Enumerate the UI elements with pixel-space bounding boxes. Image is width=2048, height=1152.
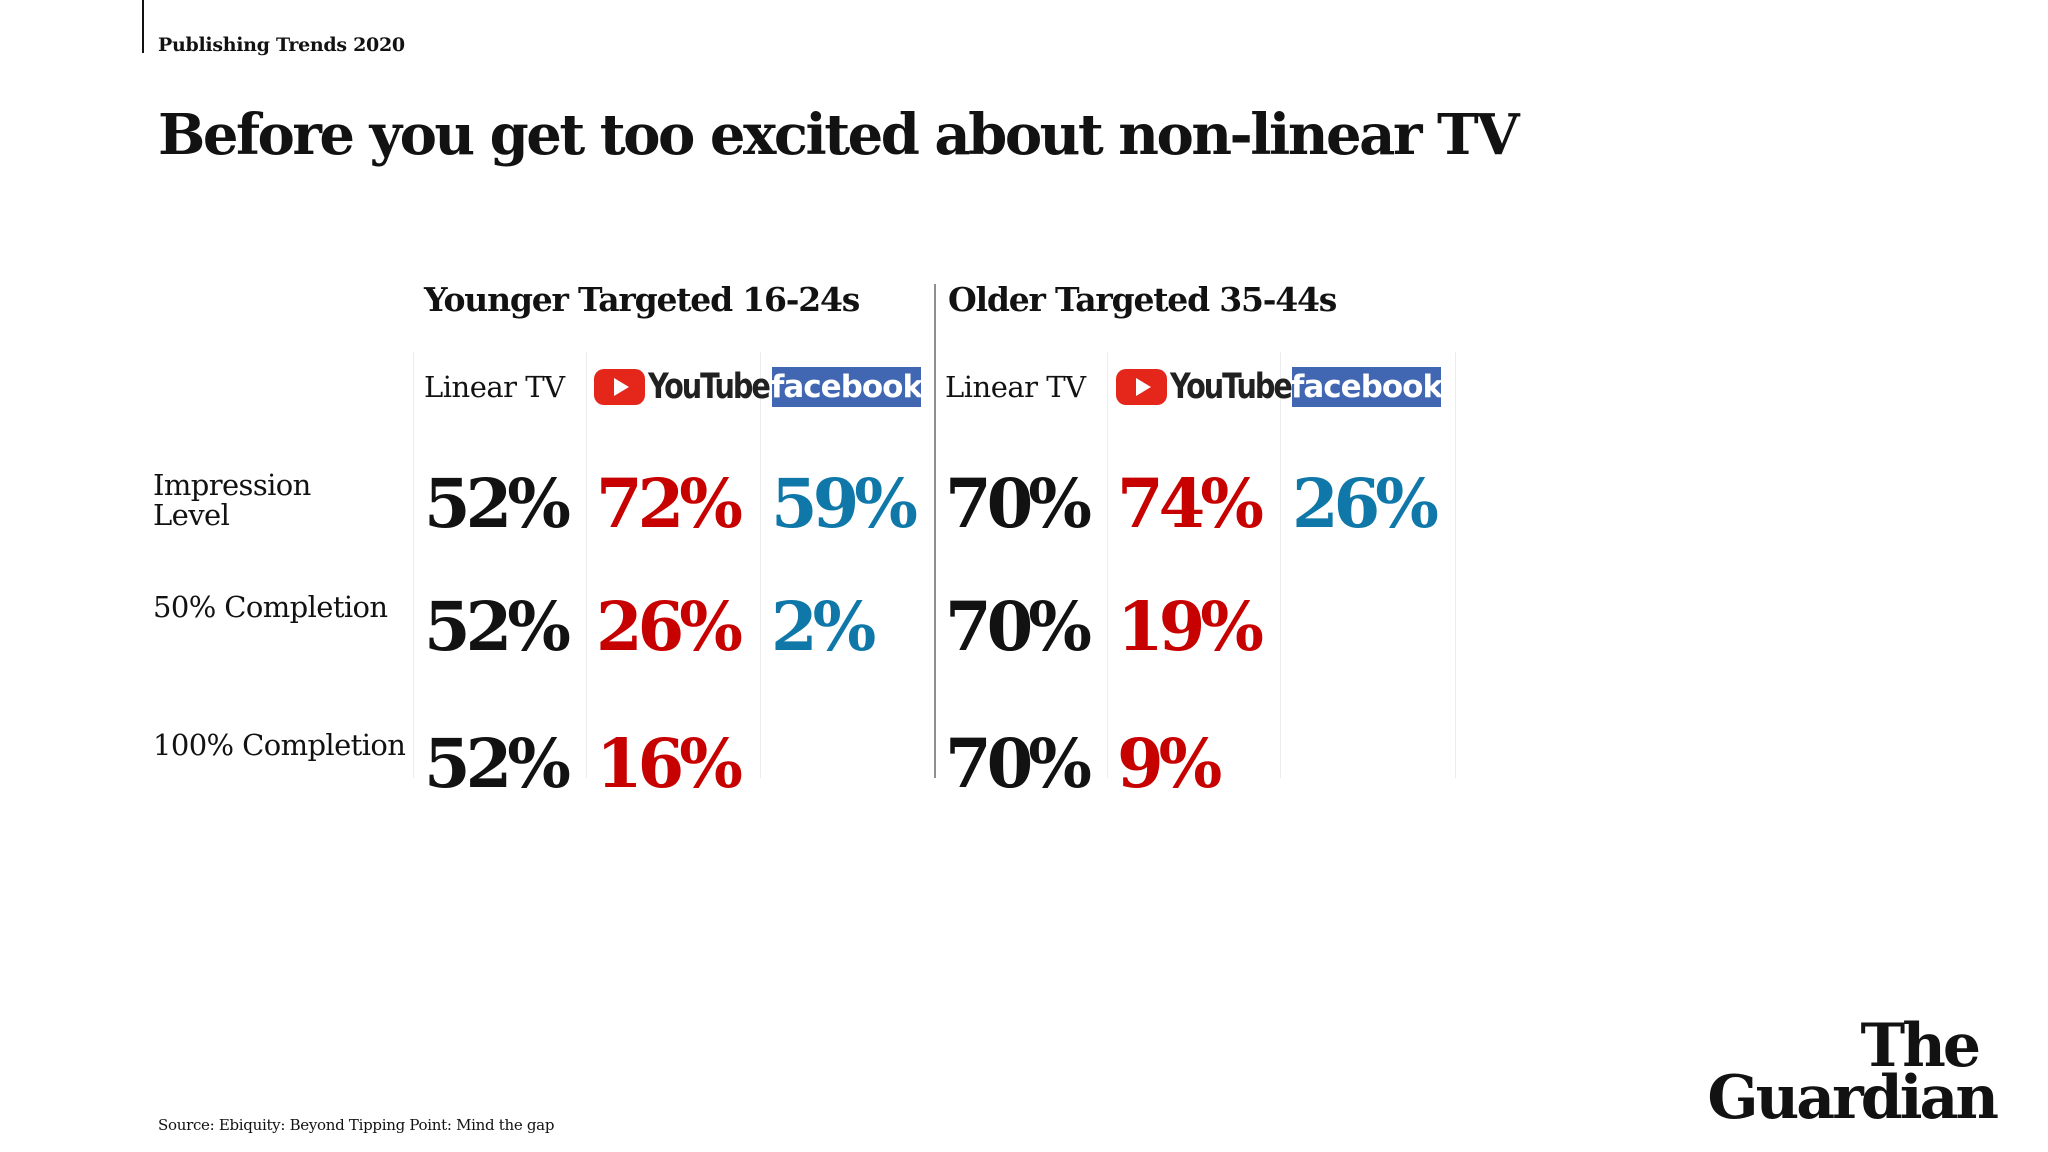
facebook-logo: facebook [770,367,923,407]
value-younger-youtube-impression: 72% [596,464,743,543]
guardian-logo: The Guardian [1706,1011,1999,1133]
value-younger-linear-50: 52% [424,587,571,666]
value-older-linear-impression: 70% [945,464,1092,543]
column-header-youtube-younger: YouTube [594,365,795,409]
row-label-50-completion: 50% Completion [153,592,388,622]
value-younger-facebook-50: 2% [771,587,876,666]
linear-tv-label: Linear TV [424,370,565,404]
youtube-logo: YouTube [1116,365,1317,409]
eyebrow-label: Publishing Trends 2020 [158,34,405,56]
youtube-play-icon [594,369,645,405]
corner-rule [142,0,144,53]
value-older-linear-100: 70% [945,724,1092,803]
youtube-wordmark: YouTube [648,367,771,407]
page-title: Before you get too excited about non-lin… [158,102,1520,168]
linear-tv-label: Linear TV [945,370,1086,404]
value-older-youtube-50: 19% [1117,587,1264,666]
value-younger-youtube-100: 16% [596,724,743,803]
row-label-impression-level: Impression Level [153,470,311,530]
row-label-line: 50% Completion [153,590,388,624]
column-line [586,352,587,778]
value-younger-facebook-impression: 59% [771,464,918,543]
group-title-older: Older Targeted 35-44s [948,280,1337,319]
group-title-younger: Younger Targeted 16-24s [424,280,860,319]
column-line [1280,352,1281,778]
value-older-linear-50: 70% [945,587,1092,666]
youtube-play-icon [1116,369,1167,405]
group-divider [934,284,936,778]
value-younger-linear-impression: 52% [424,464,571,543]
column-line [413,352,414,778]
column-line [1455,352,1456,778]
youtube-logo: YouTube [594,365,795,409]
value-older-facebook-impression: 26% [1292,464,1439,543]
value-older-youtube-impression: 74% [1117,464,1264,543]
column-line [1107,352,1108,778]
masthead-line: The [1860,1011,1981,1081]
facebook-logo: facebook [1290,367,1443,407]
row-label-line: Impression [153,468,311,502]
value-younger-linear-100: 52% [424,724,571,803]
column-header-linear-tv-younger: Linear TV [424,365,565,409]
row-label-100-completion: 100% Completion [153,728,406,762]
column-header-linear-tv-older: Linear TV [945,365,1086,409]
column-line [760,352,761,778]
row-label-line: 100% Completion [153,728,406,762]
column-header-facebook-older: facebook [1290,365,1443,409]
column-header-facebook-younger: facebook [770,365,923,409]
row-label-line: Level [153,498,230,532]
column-header-youtube-older: YouTube [1116,365,1317,409]
youtube-wordmark: YouTube [1170,367,1293,407]
source-note: Source: Ebiquity: Beyond Tipping Point: … [158,1116,555,1134]
value-older-youtube-100: 9% [1117,724,1222,803]
value-younger-youtube-50: 26% [596,587,743,666]
masthead-line: Guardian [1707,1063,1999,1133]
